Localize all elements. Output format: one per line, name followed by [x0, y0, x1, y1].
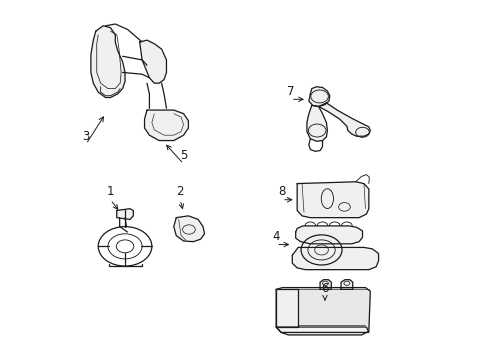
Polygon shape: [320, 280, 330, 289]
Text: 6: 6: [321, 282, 328, 295]
Polygon shape: [276, 327, 368, 332]
Polygon shape: [306, 105, 327, 141]
Polygon shape: [91, 26, 125, 98]
Polygon shape: [340, 280, 352, 289]
Polygon shape: [297, 182, 368, 218]
Polygon shape: [295, 226, 362, 244]
Text: 7: 7: [286, 85, 294, 98]
Polygon shape: [173, 216, 204, 242]
Text: 5: 5: [180, 149, 187, 162]
Polygon shape: [308, 87, 329, 107]
Text: 4: 4: [272, 230, 279, 243]
Polygon shape: [292, 247, 378, 270]
Polygon shape: [140, 40, 166, 83]
Text: 1: 1: [106, 185, 114, 198]
Text: 3: 3: [82, 130, 89, 143]
Polygon shape: [117, 209, 133, 220]
Polygon shape: [276, 289, 298, 327]
Text: 2: 2: [176, 185, 183, 198]
Text: 8: 8: [278, 185, 285, 198]
Polygon shape: [276, 288, 369, 335]
Polygon shape: [318, 103, 369, 136]
Polygon shape: [144, 110, 188, 140]
